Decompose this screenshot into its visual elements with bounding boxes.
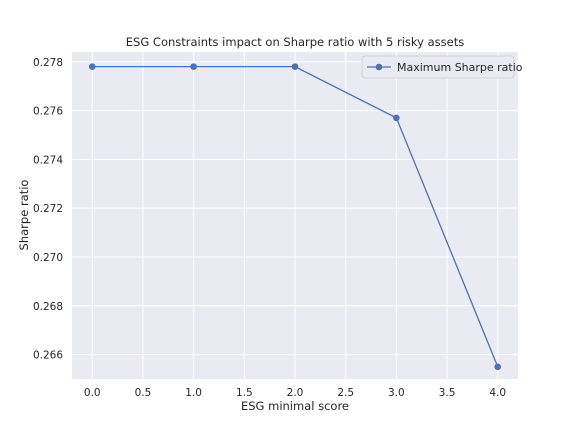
x-tick-label: 3.0 bbox=[388, 387, 405, 399]
x-axis-label: ESG minimal score bbox=[241, 399, 349, 413]
y-tick-label: 0.270 bbox=[33, 252, 63, 264]
data-point bbox=[291, 63, 299, 70]
x-tick-label: 1.5 bbox=[236, 387, 253, 399]
y-tick-label: 0.272 bbox=[33, 203, 63, 215]
data-point bbox=[494, 363, 502, 371]
x-tick-label: 1.0 bbox=[185, 387, 202, 399]
y-tick-label: 0.278 bbox=[33, 57, 63, 69]
y-tick-label: 0.274 bbox=[33, 154, 63, 166]
x-tick-label: 2.0 bbox=[287, 387, 304, 399]
y-tick-label: 0.268 bbox=[33, 301, 63, 313]
y-axis: 0.266 0.268 0.270 0.272 0.274 0.276 0.278 bbox=[33, 57, 63, 362]
legend-marker bbox=[375, 63, 383, 71]
series-group bbox=[88, 63, 502, 371]
x-axis: 0.0 0.5 1.0 1.5 2.0 2.5 3.0 3.5 4.0 bbox=[84, 387, 506, 399]
x-tick-label: 0.0 bbox=[84, 387, 101, 399]
legend: Maximum Sharpe ratio bbox=[361, 55, 523, 79]
y-tick-label: 0.276 bbox=[33, 106, 63, 118]
y-axis-label: Sharpe ratio bbox=[17, 180, 31, 251]
x-tick-label: 2.5 bbox=[337, 387, 354, 399]
y-tick-label: 0.266 bbox=[33, 350, 63, 362]
chart-title: ESG Constraints impact on Sharpe ratio w… bbox=[126, 35, 464, 49]
legend-box bbox=[361, 55, 515, 79]
x-tick-label: 3.5 bbox=[439, 387, 456, 399]
data-point bbox=[393, 114, 400, 122]
grid bbox=[72, 52, 518, 379]
x-tick-label: 0.5 bbox=[135, 387, 152, 399]
data-point bbox=[190, 63, 197, 70]
legend-label: Maximum Sharpe ratio bbox=[397, 61, 523, 74]
data-point bbox=[88, 63, 96, 70]
x-tick-label: 4.0 bbox=[489, 387, 506, 399]
